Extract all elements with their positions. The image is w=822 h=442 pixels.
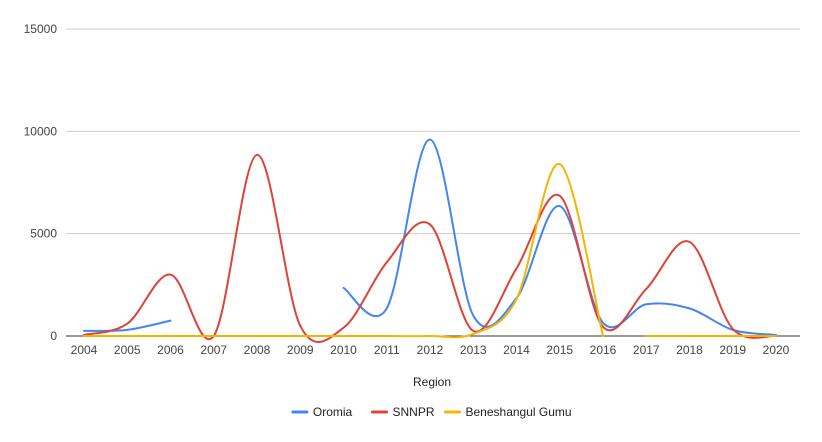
x-tick-label: 2011: [374, 343, 400, 357]
series-line-snnpr: [83, 153, 777, 343]
x-tick-label: 2007: [200, 343, 227, 357]
series-line-oromia: [83, 319, 172, 332]
x-tick-label: 2017: [633, 343, 660, 357]
legend-label-snnpr: SNNPR: [393, 405, 435, 419]
x-tick-label: 2006: [157, 343, 184, 357]
x-tick-label: 2008: [244, 343, 271, 357]
x-tick-label: 2009: [287, 343, 314, 357]
x-tick-label: 2010: [330, 343, 357, 357]
y-axis-ticks: 0 5000 10000 15000: [24, 22, 58, 343]
x-axis-title: Region: [413, 375, 451, 389]
series-lines: [83, 138, 777, 343]
y-tick-label: 15000: [24, 22, 58, 36]
series-line-beneshangul-gumu: [83, 163, 604, 339]
legend-label-beneshangul-gumu: Beneshangul Gumu: [466, 405, 572, 419]
x-tick-label: 2016: [590, 343, 617, 357]
x-tick-label: 2013: [460, 343, 487, 357]
x-tick-label: 2012: [417, 343, 444, 357]
legend: Oromia SNNPR Beneshangul Gumu: [291, 405, 572, 419]
x-tick-label: 2004: [71, 343, 98, 357]
legend-label-oromia: Oromia: [313, 405, 353, 419]
x-tick-label: 2005: [114, 343, 141, 357]
x-tick-label: 2014: [503, 343, 530, 357]
series-line-oromia: [342, 138, 777, 336]
x-tick-label: 2020: [763, 343, 790, 357]
y-tick-label: 0: [50, 329, 57, 343]
y-tick-label: 5000: [30, 227, 57, 241]
x-tick-label: 2015: [546, 343, 573, 357]
x-tick-label: 2019: [719, 343, 746, 357]
x-tick-label: 2018: [676, 343, 703, 357]
x-axis-ticks: 2004 2005 2006 2007 2008 2009 2010 2011 2012 2013…: [71, 343, 790, 357]
y-tick-label: 10000: [24, 124, 58, 138]
gridlines: [66, 28, 800, 337]
